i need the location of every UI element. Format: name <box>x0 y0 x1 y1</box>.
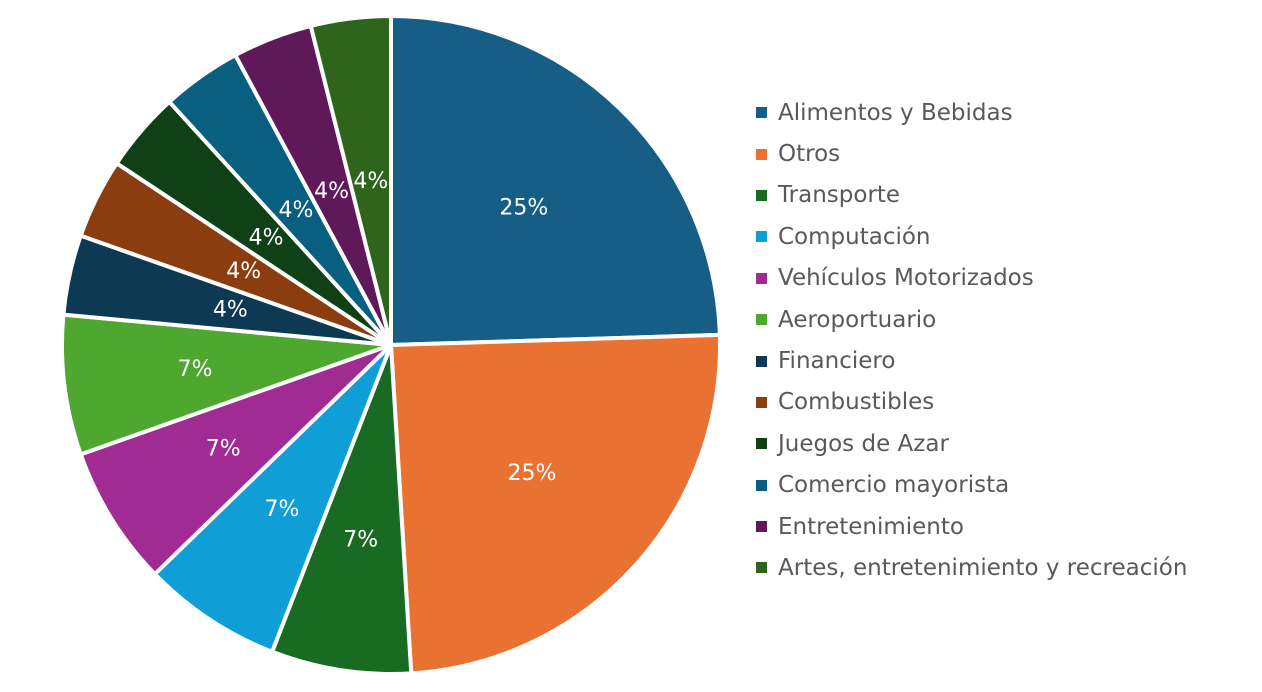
legend-label: Entretenimiento <box>778 513 964 540</box>
pie-slice-artes-entretenimiento-y-recreacion <box>308 14 393 347</box>
legend-swatch <box>756 521 767 533</box>
legend-label: Artes, entretenimiento y recreación <box>778 554 1188 581</box>
legend-label: Computación <box>778 223 931 250</box>
legend-swatch <box>756 231 767 243</box>
data-label-alimentos-y-bebidas: 25% <box>499 196 548 221</box>
legend-swatch <box>756 314 767 326</box>
legend-item-artes-entretenimiento-y-recreacion: Artes, entretenimiento y recreación <box>756 547 1187 588</box>
legend-swatch <box>756 479 767 491</box>
legend-item-transporte: Transporte <box>756 175 1187 216</box>
legend-swatch <box>756 355 767 367</box>
data-label-aeroportuario: 7% <box>178 357 213 382</box>
data-label-comercio-mayorista: 4% <box>279 198 314 223</box>
legend-item-combustibles: Combustibles <box>756 382 1187 423</box>
pie-slice-otros <box>389 332 722 676</box>
data-label-computacion: 7% <box>265 497 300 522</box>
legend-label: Juegos de Azar <box>778 430 949 457</box>
legend-swatch <box>756 396 767 408</box>
legend-item-alimentos-y-bebidas: Alimentos y Bebidas <box>756 92 1187 133</box>
legend-item-entretenimiento: Entretenimiento <box>756 506 1187 547</box>
legend-item-financiero: Financiero <box>756 340 1187 381</box>
legend-label: Combustibles <box>778 389 935 416</box>
legend-swatch <box>756 107 767 119</box>
data-label-transporte: 7% <box>343 528 378 553</box>
chart-legend: Alimentos y Bebidas Otros Transporte Comput… <box>756 92 1187 589</box>
legend-item-aeroportuario: Aeroportuario <box>756 299 1187 340</box>
legend-label: Otros <box>778 141 841 168</box>
data-label-combustibles: 4% <box>226 259 261 284</box>
legend-label: Comercio mayorista <box>778 472 1010 499</box>
legend-item-computacion: Computación <box>756 216 1187 257</box>
legend-swatch <box>756 272 767 284</box>
pie-slice-computacion <box>152 343 393 654</box>
pie-slice-vehiculos-motorizados <box>78 343 393 577</box>
legend-swatch <box>756 438 767 450</box>
data-label-financiero: 4% <box>213 297 248 322</box>
legend-label: Transporte <box>778 182 901 209</box>
data-label-artes-entretenimiento-y-recreacion: 4% <box>353 169 388 194</box>
data-label-vehiculos-motorizados: 7% <box>206 436 241 461</box>
legend-label: Financiero <box>778 348 896 375</box>
pie-slice-alimentos-y-bebidas <box>389 14 722 347</box>
legend-item-comercio-mayorista: Comercio mayorista <box>756 465 1187 506</box>
legend-label: Aeroportuario <box>778 306 937 333</box>
legend-item-otros: Otros <box>756 133 1187 174</box>
legend-swatch <box>756 189 767 201</box>
legend-item-juegos-de-azar: Juegos de Azar <box>756 423 1187 464</box>
data-label-otros: 25% <box>508 461 557 486</box>
legend-label: Alimentos y Bebidas <box>778 99 1013 126</box>
legend-swatch <box>756 562 767 574</box>
data-label-entretenimiento: 4% <box>314 179 349 204</box>
pie-slice-transporte <box>270 343 414 676</box>
legend-label: Vehículos Motorizados <box>778 265 1034 292</box>
legend-swatch <box>756 148 767 160</box>
pie-slice-aeroportuario <box>60 312 393 457</box>
data-label-juegos-de-azar: 4% <box>249 226 284 251</box>
legend-item-vehiculos-motorizados: Vehículos Motorizados <box>756 258 1187 299</box>
